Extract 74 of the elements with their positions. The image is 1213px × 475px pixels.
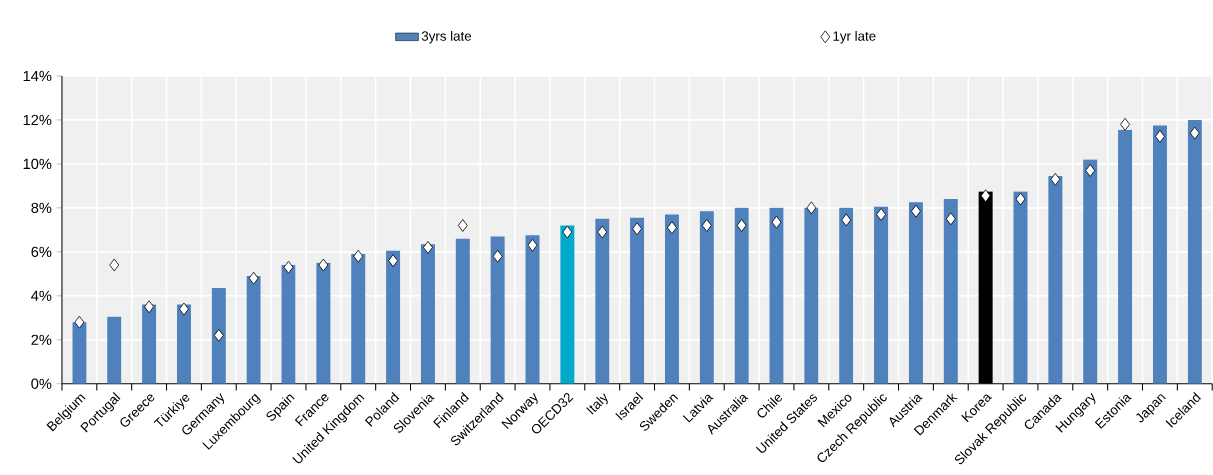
point [911, 204, 921, 218]
point [1189, 126, 1200, 140]
bar [107, 316, 122, 384]
bar [839, 208, 854, 384]
point [248, 271, 259, 285]
bar [804, 208, 819, 384]
bar [455, 238, 470, 384]
bar [176, 304, 191, 384]
point [283, 260, 294, 274]
bar [386, 250, 401, 384]
point [527, 239, 538, 252]
point [876, 208, 886, 222]
y-tick-label: 14% [23, 70, 52, 82]
bar [142, 304, 157, 384]
point [806, 201, 817, 215]
bar [874, 206, 889, 384]
point [597, 225, 608, 239]
bar [908, 202, 923, 384]
bar [490, 236, 505, 384]
point [457, 219, 468, 232]
point [562, 225, 573, 239]
point [841, 213, 852, 227]
bar [699, 211, 714, 384]
bar [1152, 125, 1167, 384]
bar [1118, 129, 1133, 384]
bar [595, 219, 610, 384]
point [980, 189, 991, 203]
bar [664, 214, 679, 384]
x-tick-label: Italy [586, 393, 608, 415]
bar [630, 217, 645, 384]
point [632, 222, 642, 236]
legend-label: 1yr late [833, 31, 876, 44]
point [945, 212, 956, 226]
point [179, 302, 189, 316]
y-tick-label: 0% [31, 378, 52, 390]
point [1120, 118, 1130, 131]
bar [943, 199, 958, 384]
bar [1187, 120, 1202, 384]
point [701, 219, 712, 232]
point [1015, 192, 1026, 206]
bar [316, 262, 331, 384]
bar [525, 235, 540, 384]
point [736, 219, 747, 232]
point [1085, 164, 1096, 178]
point [353, 249, 364, 263]
bar [211, 288, 226, 384]
y-tick-label: 2% [31, 334, 52, 346]
y-tick-label: 10% [23, 158, 52, 170]
point [144, 300, 154, 314]
point [1155, 130, 1165, 143]
bar [734, 208, 749, 384]
bar [978, 191, 993, 384]
point [388, 254, 398, 268]
y-tick-label: 6% [31, 246, 52, 258]
point [213, 329, 224, 342]
bar [1083, 159, 1098, 384]
point [318, 258, 329, 272]
bar [1048, 176, 1063, 384]
legend-label: 3yrs late [421, 31, 472, 44]
bar [420, 244, 435, 384]
bar [560, 225, 575, 384]
point [74, 315, 85, 329]
bar [769, 208, 784, 384]
point [492, 249, 503, 263]
y-tick-label: 4% [31, 290, 52, 302]
point [109, 258, 120, 272]
y-tick-label: 8% [31, 202, 52, 214]
y-tick-label: 12% [23, 114, 52, 126]
bar [1013, 191, 1028, 384]
bar [351, 254, 366, 384]
point [667, 221, 677, 235]
point [1050, 173, 1061, 186]
point [423, 241, 433, 254]
point [771, 215, 782, 229]
